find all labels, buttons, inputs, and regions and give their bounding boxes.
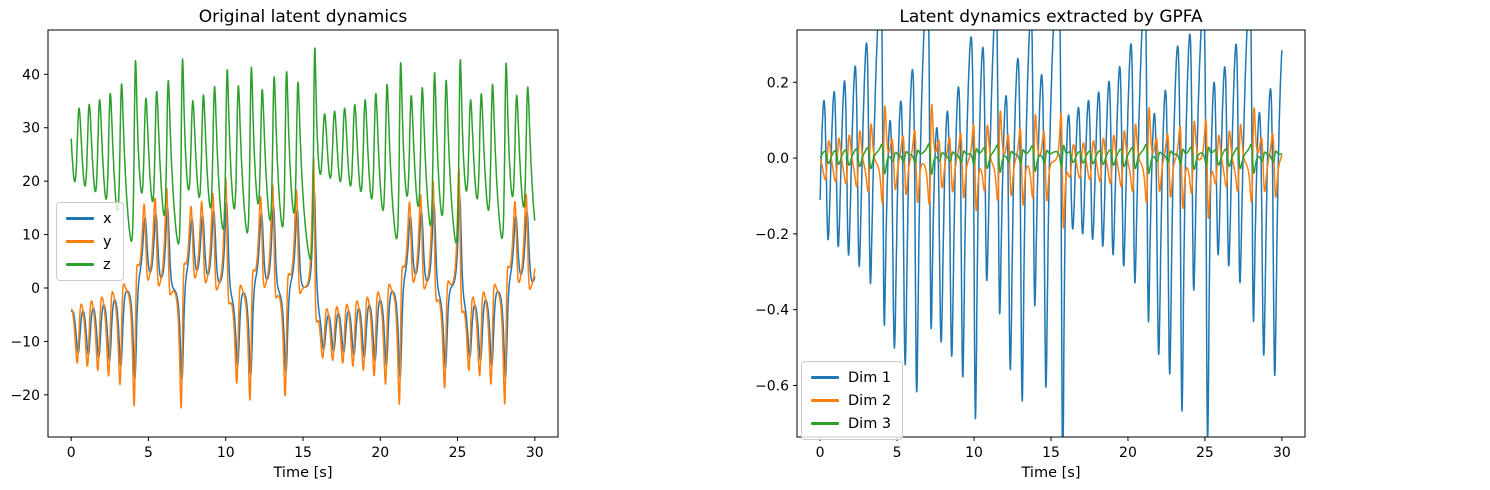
series-line-dim-3	[819, 143, 1283, 175]
legend-line-dim-2	[811, 399, 839, 402]
left-axes-frame	[47, 29, 559, 438]
legend-line-z	[66, 263, 94, 266]
right-plot: 0 5 10 15 20 25 30 −0.6 −0.4 −0.2 0.0 0.2 Latent dy…	[755, 7, 1306, 481]
legend-label-dim-3: Dim 3	[848, 415, 892, 432]
y-tick-label: 10	[22, 228, 40, 244]
legend-entry-y: y	[66, 232, 112, 251]
legend-entry-z: z	[66, 255, 112, 274]
y-tick-label: 20	[22, 174, 40, 190]
x-tick-label: 5	[144, 445, 153, 461]
legend-line-dim-3	[811, 422, 839, 425]
x-tick-label: 30	[526, 445, 544, 461]
legend-entry-dim-1: Dim 1	[811, 368, 891, 387]
legend-label-y: y	[103, 233, 112, 250]
legend-entry-x: x	[66, 209, 112, 228]
left-series-lines	[70, 47, 536, 409]
series-line-z	[70, 47, 536, 260]
legend-entry-dim-3: Dim 3	[811, 414, 891, 433]
series-line-dim-1	[819, 30, 1283, 437]
y-tick-label: 0.2	[767, 75, 789, 91]
series-line-x	[70, 190, 536, 380]
legend-entry-dim-2: Dim 2	[811, 391, 891, 410]
y-tick-label: −0.4	[755, 303, 789, 319]
y-tick-label: 40	[22, 67, 40, 83]
x-tick-label: 30	[1273, 445, 1291, 461]
x-tick-label: 5	[893, 445, 902, 461]
right-series-lines	[819, 30, 1283, 437]
legend-line-dim-1	[811, 376, 839, 379]
y-tick-label: −0.2	[755, 227, 789, 243]
series-line-dim-2	[819, 103, 1283, 229]
y-tick-label: 0	[31, 281, 40, 297]
left-axis-ticks: 0 5 10 15 20 25 30 −20 −10 0 10 20 30 40	[10, 67, 543, 461]
right-axis-ticks: 0 5 10 15 20 25 30 −0.6 −0.4 −0.2 0.0 0.2	[755, 75, 1291, 461]
legend-label-dim-2: Dim 2	[848, 392, 892, 409]
legend-line-y	[66, 240, 94, 243]
legend-label-x: x	[103, 210, 112, 227]
x-tick-label: 15	[1042, 445, 1060, 461]
left-plot: 0 5 10 15 20 25 30 −20 −10 0 10 20 30 40 Original lat…	[10, 7, 559, 481]
legend-label-dim-1: Dim 1	[848, 369, 892, 386]
legend-line-x	[66, 217, 94, 220]
y-tick-label: −20	[10, 388, 40, 404]
left-legend: x y z	[56, 202, 124, 281]
x-tick-label: 20	[1119, 445, 1137, 461]
y-tick-label: 30	[22, 121, 40, 137]
y-tick-label: −10	[10, 334, 40, 350]
left-xaxis-label: Time [s]	[273, 465, 333, 481]
y-tick-label: 0.0	[767, 151, 789, 167]
x-tick-label: 0	[816, 445, 825, 461]
x-tick-label: 0	[67, 445, 76, 461]
right-plot-title: Latent dynamics extracted by GPFA	[899, 7, 1203, 27]
legend-label-z: z	[103, 256, 111, 273]
x-tick-label: 10	[217, 445, 235, 461]
right-axes-frame	[796, 29, 1306, 438]
right-legend: Dim 1 Dim 2 Dim 3	[801, 361, 904, 440]
left-plot-title: Original latent dynamics	[199, 7, 408, 27]
x-tick-label: 20	[371, 445, 389, 461]
x-tick-label: 25	[449, 445, 467, 461]
x-tick-label: 10	[965, 445, 983, 461]
y-tick-label: −0.6	[755, 378, 789, 394]
x-tick-label: 15	[294, 445, 312, 461]
x-tick-label: 25	[1196, 445, 1214, 461]
right-xaxis-label: Time [s]	[1021, 465, 1081, 481]
